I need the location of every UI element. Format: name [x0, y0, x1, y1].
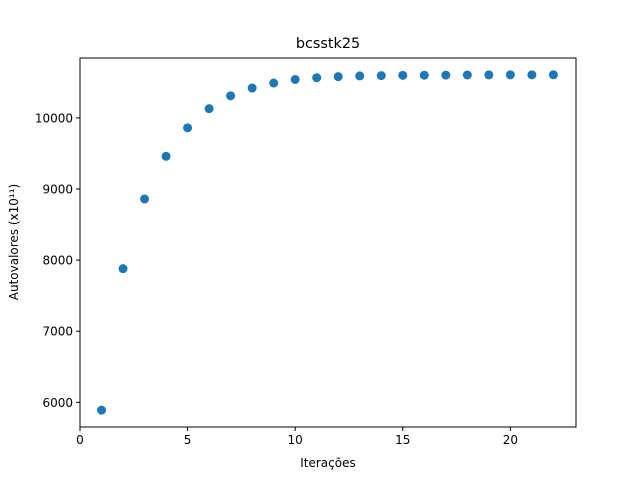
- y-axis-ticks: 6000 7000 8000 9000 10000: [35, 111, 80, 410]
- data-point: [247, 83, 257, 93]
- x-tick-label: 0: [76, 433, 84, 447]
- data-point: [398, 70, 408, 80]
- data-points: [97, 70, 558, 415]
- data-point: [548, 70, 558, 80]
- y-tick-label: 7000: [42, 325, 73, 339]
- data-point: [462, 70, 472, 80]
- x-axis-label: Iterações: [300, 456, 356, 470]
- plot-frame: [79, 57, 577, 428]
- data-point: [333, 72, 343, 82]
- data-point: [419, 70, 429, 80]
- data-point: [118, 264, 128, 274]
- data-point: [376, 71, 386, 81]
- data-point: [183, 123, 193, 133]
- data-point: [269, 78, 279, 88]
- data-point: [312, 73, 322, 83]
- y-axis-label: Autovalores (x10¹¹): [7, 184, 21, 300]
- data-point: [527, 70, 537, 80]
- y-tick-label: 8000: [42, 254, 73, 268]
- x-tick-label: 5: [184, 433, 192, 447]
- data-point: [226, 91, 236, 101]
- data-point: [97, 405, 107, 415]
- data-point: [204, 104, 214, 114]
- y-tick-label: 9000: [42, 182, 73, 196]
- data-point: [290, 74, 300, 84]
- y-tick-label: 10000: [35, 111, 73, 125]
- data-point: [441, 70, 451, 80]
- x-tick-label: 15: [395, 433, 410, 447]
- x-tick-label: 10: [288, 433, 303, 447]
- chart-title: bcsstk25: [296, 36, 360, 52]
- x-tick-label: 20: [503, 433, 518, 447]
- data-point: [355, 71, 365, 81]
- x-axis-ticks: 0 5 10 15 20: [76, 427, 518, 447]
- data-point: [484, 70, 494, 80]
- data-point: [161, 151, 171, 161]
- data-point: [140, 194, 150, 204]
- data-point: [505, 70, 515, 80]
- y-tick-label: 6000: [42, 396, 73, 410]
